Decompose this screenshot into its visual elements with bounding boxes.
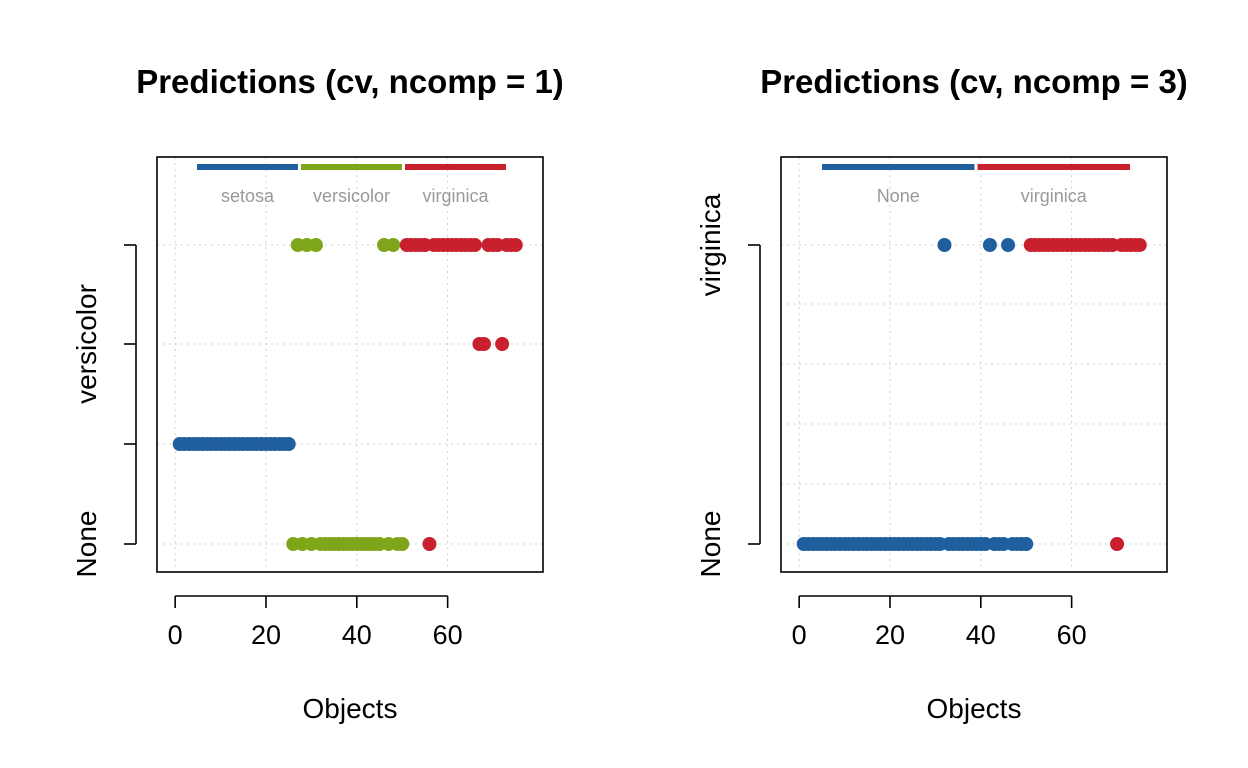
x-axis-title: Objects	[927, 693, 1022, 724]
chart-title: Predictions (cv, ncomp = 1)	[136, 63, 564, 100]
series-None	[796, 238, 1034, 551]
series-virginica	[1023, 238, 1147, 551]
legend-bar-virginica	[977, 164, 1130, 170]
legend-bar-None	[822, 164, 975, 170]
data-point	[281, 437, 296, 451]
legend-bar-setosa	[197, 164, 298, 170]
data-point	[1110, 537, 1125, 551]
data-point	[476, 337, 491, 351]
data-point	[937, 238, 952, 252]
x-tick-label: 40	[966, 620, 996, 650]
y-tick-label: None	[71, 511, 102, 578]
x-tick-label: 60	[1057, 620, 1087, 650]
x-tick-label: 60	[433, 620, 463, 650]
legend: setosa versicolor virginica	[197, 164, 506, 206]
data-point	[467, 238, 482, 252]
legend-label: None	[877, 186, 920, 206]
plot-frame	[780, 156, 1168, 573]
data-point	[495, 337, 510, 351]
data-point	[1001, 238, 1016, 252]
grid-lines	[781, 157, 1167, 572]
legend-label: versicolor	[313, 186, 390, 206]
chart-title: Predictions (cv, ncomp = 3)	[760, 63, 1188, 100]
x-tick-label: 20	[875, 620, 905, 650]
x-axis-title: Objects	[303, 693, 398, 724]
y-tick-label: virginica	[695, 193, 726, 296]
x-tick-label: 0	[168, 620, 183, 650]
series-setosa	[172, 437, 296, 451]
plot-frame	[156, 156, 544, 573]
x-tick-label: 20	[251, 620, 281, 650]
data-point	[395, 537, 410, 551]
x-tick-label: 40	[342, 620, 372, 650]
data-points	[796, 238, 1147, 551]
data-point	[1132, 238, 1147, 252]
y-tick-label: versicolor	[71, 284, 102, 404]
legend-bar-virginica	[405, 164, 506, 170]
data-point	[508, 238, 523, 252]
grid-lines	[157, 157, 543, 572]
legend-bar-versicolor	[301, 164, 402, 170]
x-axis: 0 20 40 60 Objects	[168, 595, 463, 724]
series-versicolor	[286, 238, 410, 551]
series-virginica	[399, 238, 523, 551]
data-point	[308, 238, 323, 252]
data-point	[1019, 537, 1034, 551]
y-axis: None versicolor	[71, 244, 137, 578]
legend-label: virginica	[1021, 186, 1088, 206]
legend: None virginica	[822, 164, 1130, 206]
data-point	[982, 238, 997, 252]
y-tick-label: None	[695, 511, 726, 578]
legend-label: virginica	[422, 186, 489, 206]
x-axis: 0 20 40 60 Objects	[792, 595, 1087, 724]
data-points	[172, 238, 523, 551]
data-point	[386, 238, 401, 252]
chart-panel-right: Predictions (cv, ncomp = 3) 0 20 40 60 Object…	[695, 63, 1188, 724]
legend-label: setosa	[221, 186, 275, 206]
y-axis: None virginica	[695, 193, 761, 578]
x-tick-label: 0	[792, 620, 807, 650]
data-point	[422, 537, 437, 551]
chart-panel-left: Predictions (cv, ncomp = 1) 0 20 40 60 Object…	[71, 63, 564, 724]
